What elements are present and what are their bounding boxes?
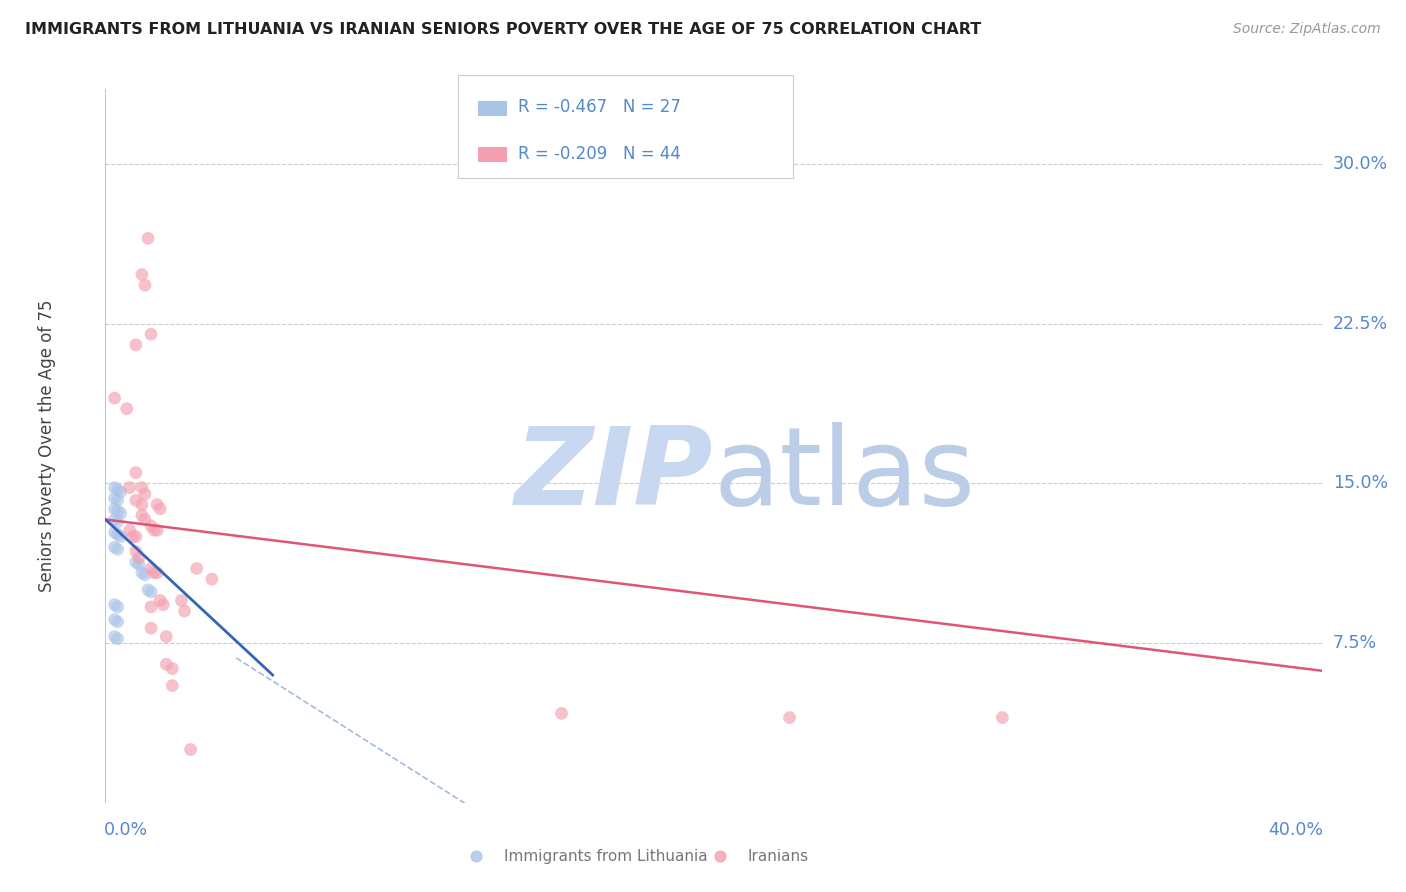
Point <box>162 662 184 676</box>
Text: Seniors Poverty Over the Age of 75: Seniors Poverty Over the Age of 75 <box>38 300 56 592</box>
Point <box>134 487 156 501</box>
Text: 30.0%: 30.0% <box>1333 154 1388 173</box>
Point <box>103 481 125 495</box>
Point <box>146 498 169 512</box>
Point <box>149 593 172 607</box>
Point <box>110 484 132 499</box>
Point <box>103 391 125 405</box>
Point <box>107 527 129 541</box>
Point <box>107 515 129 529</box>
Point <box>149 501 172 516</box>
Point <box>136 582 159 597</box>
Point <box>103 525 125 540</box>
Text: 40.0%: 40.0% <box>1268 821 1323 838</box>
Point <box>550 706 572 721</box>
Point <box>110 506 132 520</box>
Text: 22.5%: 22.5% <box>1333 315 1388 333</box>
Text: atlas: atlas <box>713 422 976 527</box>
Point <box>125 466 148 480</box>
Point <box>110 529 132 543</box>
Point <box>125 338 148 352</box>
Point <box>125 555 148 569</box>
Point <box>136 231 159 245</box>
Text: ZIP: ZIP <box>515 422 713 527</box>
Point <box>115 401 138 416</box>
Point <box>152 598 174 612</box>
Point <box>103 630 125 644</box>
Point <box>131 481 153 495</box>
Point <box>128 558 150 572</box>
Point <box>125 529 148 543</box>
Point <box>107 542 129 557</box>
Point <box>103 613 125 627</box>
Point <box>139 561 162 575</box>
Point <box>107 632 129 646</box>
Point <box>143 566 166 580</box>
Point <box>155 630 177 644</box>
Point <box>170 593 193 607</box>
Point <box>118 523 141 537</box>
Point <box>131 508 153 523</box>
Point <box>201 572 224 586</box>
Text: R = -0.209   N = 44: R = -0.209 N = 44 <box>517 145 681 162</box>
Text: 0.0%: 0.0% <box>104 821 149 838</box>
Point <box>139 327 162 342</box>
Text: R = -0.467   N = 27: R = -0.467 N = 27 <box>517 98 681 116</box>
Point <box>107 615 129 629</box>
Point <box>143 523 166 537</box>
Point <box>107 599 129 614</box>
Point <box>131 566 153 580</box>
Point <box>139 519 162 533</box>
Point <box>779 710 801 724</box>
Point <box>103 501 125 516</box>
Text: IMMIGRANTS FROM LITHUANIA VS IRANIAN SENIORS POVERTY OVER THE AGE OF 75 CORRELAT: IMMIGRANTS FROM LITHUANIA VS IRANIAN SEN… <box>25 22 981 37</box>
Point <box>139 599 162 614</box>
Text: 15.0%: 15.0% <box>1333 475 1388 492</box>
Point <box>118 481 141 495</box>
Point <box>121 529 143 543</box>
Text: 7.5%: 7.5% <box>1333 634 1376 652</box>
Point <box>103 491 125 506</box>
Point <box>103 540 125 554</box>
Point <box>173 604 195 618</box>
Point <box>991 710 1014 724</box>
Text: Immigrants from Lithuania: Immigrants from Lithuania <box>505 849 709 863</box>
FancyBboxPatch shape <box>478 147 506 162</box>
Point <box>146 523 169 537</box>
Point <box>155 657 177 672</box>
Point <box>134 512 156 526</box>
FancyBboxPatch shape <box>478 101 506 116</box>
Point <box>125 544 148 558</box>
Point <box>131 498 153 512</box>
Point <box>107 493 129 508</box>
Point <box>146 566 169 580</box>
Point <box>107 483 129 497</box>
Text: Iranians: Iranians <box>748 849 808 863</box>
FancyBboxPatch shape <box>458 75 793 178</box>
Point <box>128 550 150 565</box>
Point <box>131 268 153 282</box>
Point <box>180 742 202 756</box>
Point <box>134 278 156 293</box>
Point <box>134 567 156 582</box>
Point <box>162 679 184 693</box>
Point <box>103 512 125 526</box>
Point <box>186 561 208 575</box>
Point <box>103 598 125 612</box>
Point <box>139 621 162 635</box>
Point <box>107 504 129 518</box>
Point <box>125 493 148 508</box>
Point <box>139 585 162 599</box>
Text: Source: ZipAtlas.com: Source: ZipAtlas.com <box>1233 22 1381 37</box>
